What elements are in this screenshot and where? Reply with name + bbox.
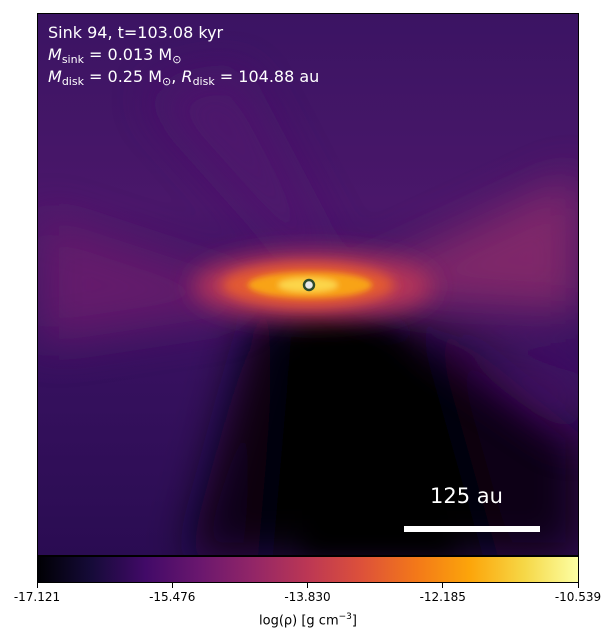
scale-bar bbox=[404, 526, 540, 532]
colorbar-tick-label: -17.121 bbox=[13, 590, 61, 604]
sink-mass-label: Msink = 0.013 M⊙ bbox=[48, 45, 182, 66]
colorbar-tick bbox=[307, 583, 308, 588]
colorbar-label: log(ρ) [g cm−3] bbox=[259, 612, 357, 629]
colorbar-tick bbox=[577, 583, 579, 588]
colorbar-tick bbox=[36, 583, 38, 588]
colorbar-tick-label: -10.539 bbox=[554, 590, 602, 604]
disk-properties-label: Mdisk = 0.25 M⊙, Rdisk = 104.88 au bbox=[48, 67, 320, 88]
density-map-panel: Sink 94, t=103.08 kyr Msink = 0.013 M⊙ M… bbox=[37, 13, 579, 556]
colorbar-tick-label: -12.185 bbox=[419, 590, 466, 604]
colorbar-tick bbox=[171, 583, 173, 588]
colorbar bbox=[37, 556, 579, 583]
density-map bbox=[38, 14, 578, 555]
scale-bar-label: 125 au bbox=[430, 484, 503, 508]
colorbar-tick-label: -13.830 bbox=[284, 590, 331, 604]
sink-marker bbox=[302, 278, 316, 292]
sink-time-label: Sink 94, t=103.08 kyr bbox=[48, 23, 224, 42]
colorbar-tick-label: -15.476 bbox=[149, 590, 196, 604]
colorbar-tick bbox=[442, 583, 444, 588]
